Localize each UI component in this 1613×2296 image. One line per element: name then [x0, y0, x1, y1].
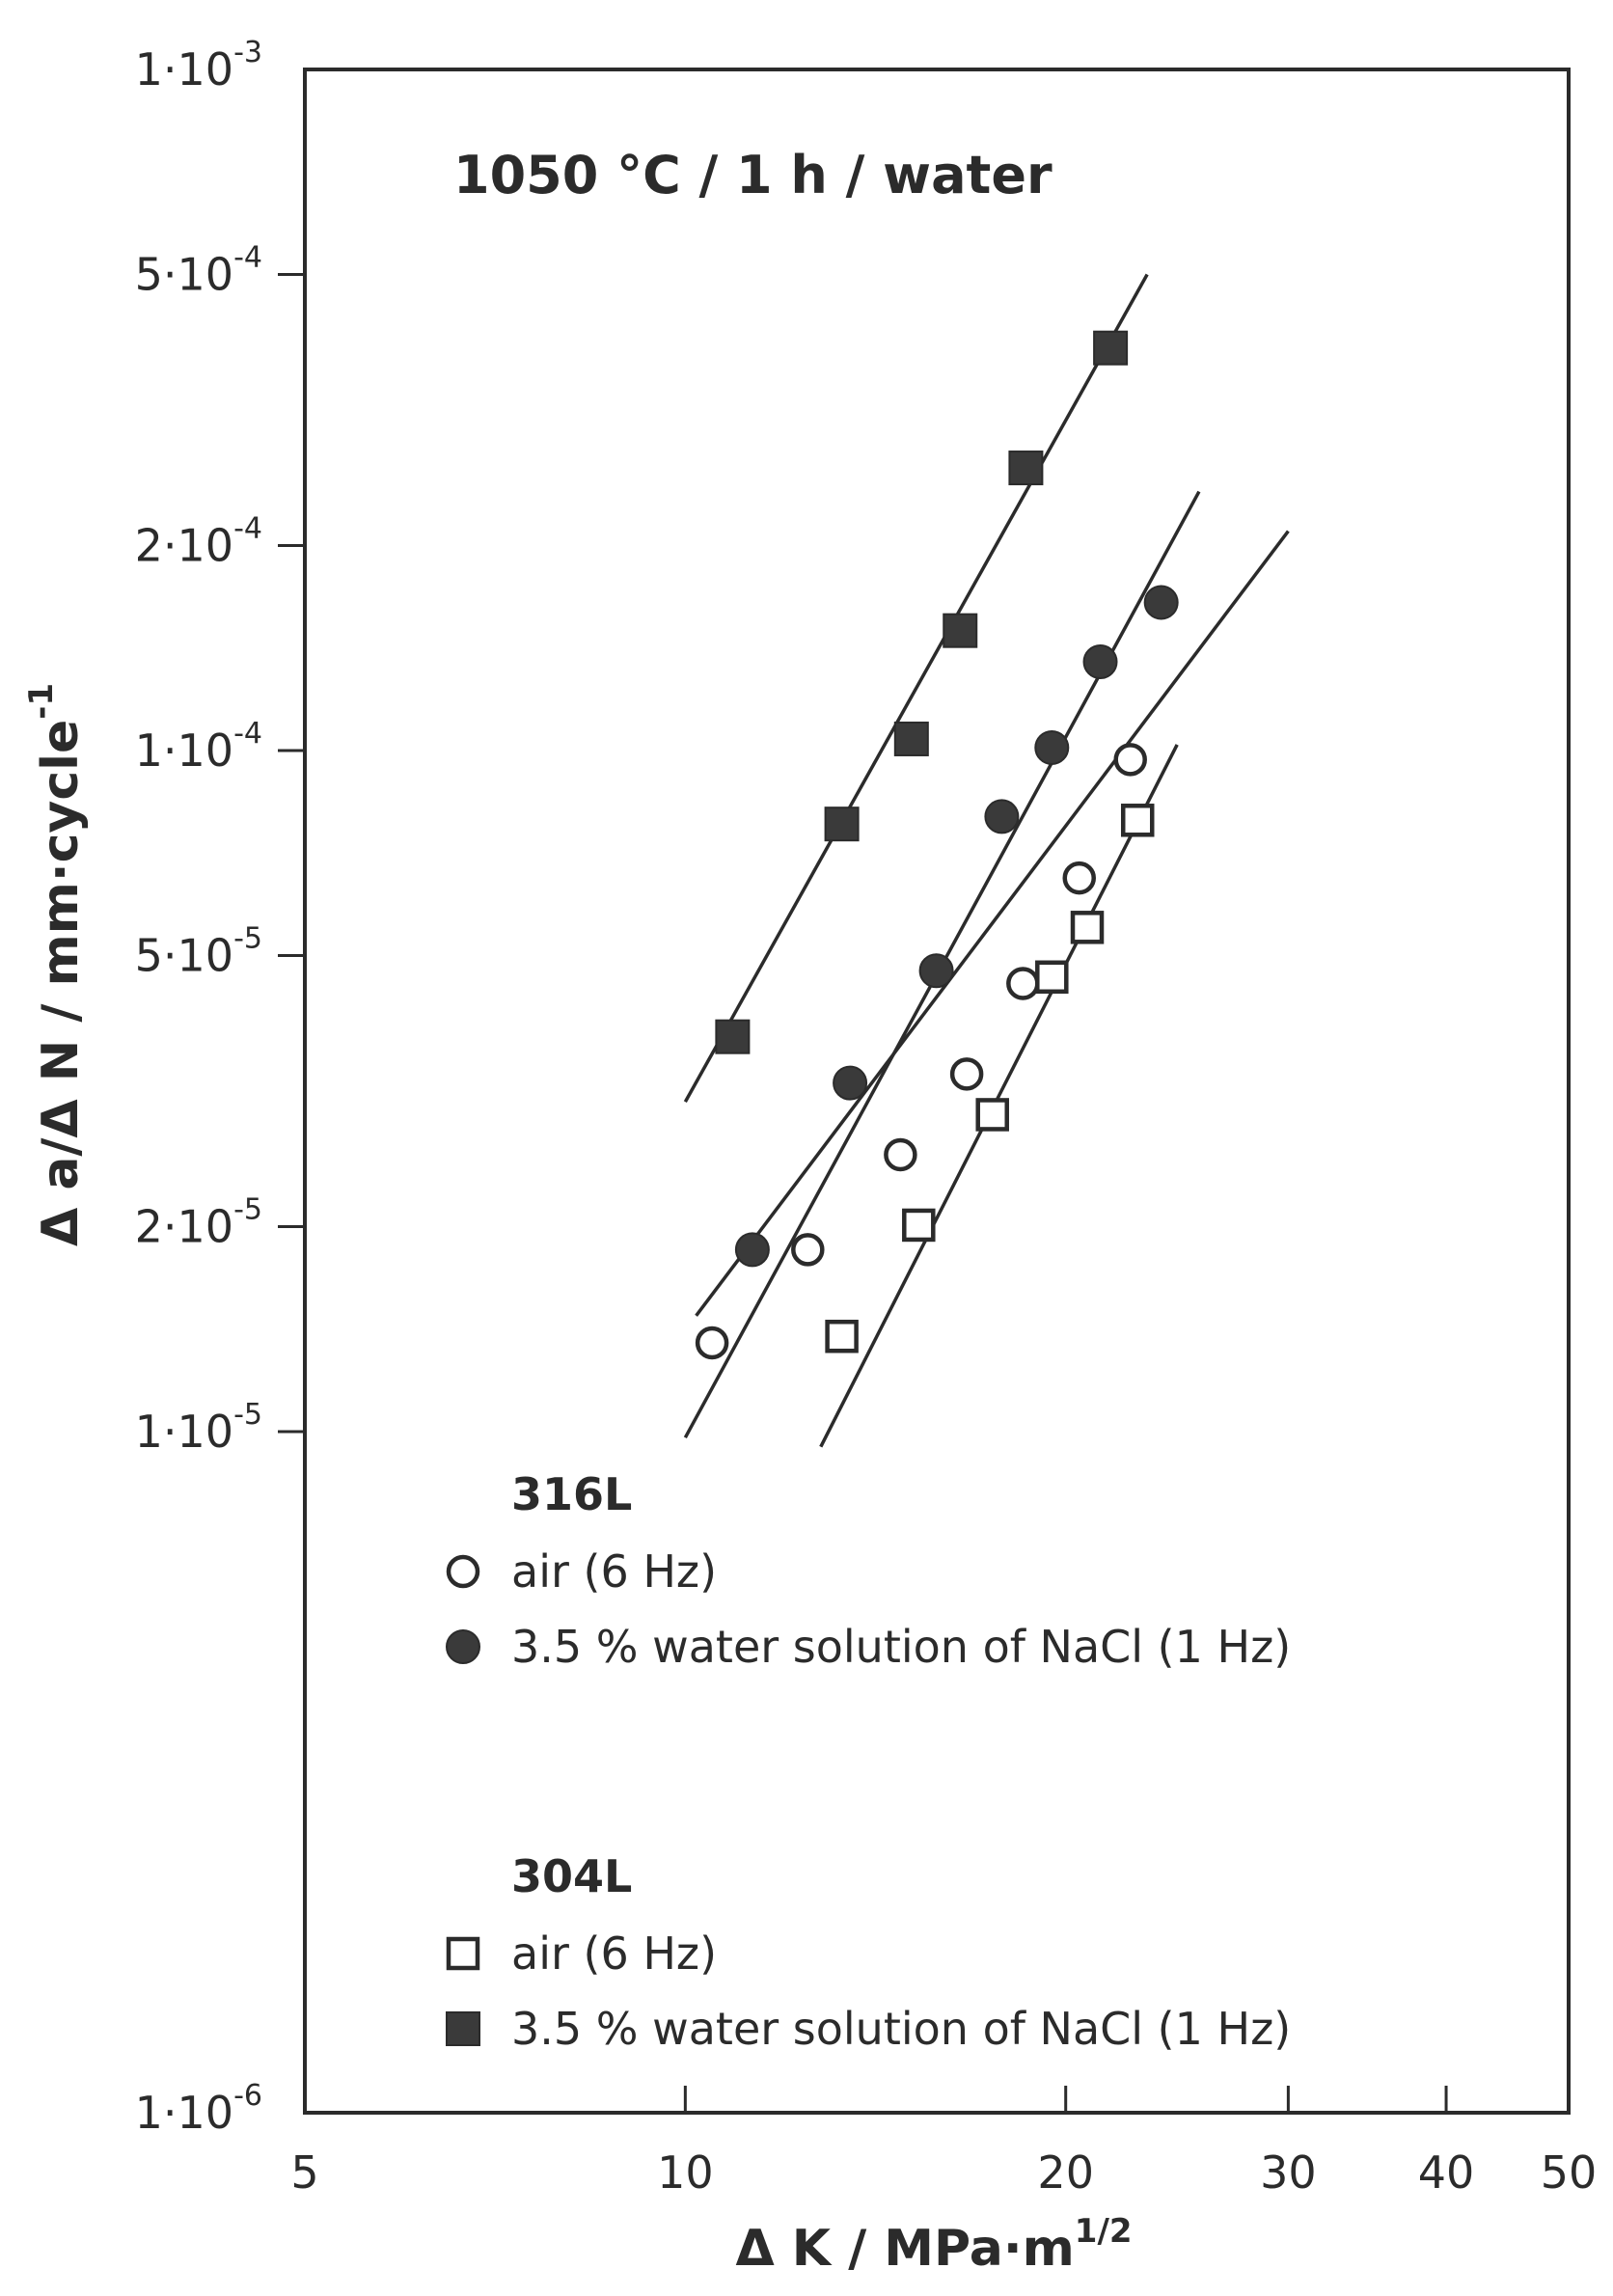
y-tick-label: 1·10-5	[135, 1398, 262, 1458]
data-point	[833, 1065, 868, 1101]
legend-symbol	[446, 1554, 480, 1589]
y-tick-label: 5·10-4	[135, 241, 262, 301]
data-point	[695, 1326, 729, 1360]
fit-line	[695, 530, 1290, 1317]
data-point	[1008, 451, 1044, 486]
legend-entry-label: 3.5 % water solution of NaCl (1 Hz)	[511, 2003, 1291, 2055]
legend-heading: 304L	[511, 1850, 632, 1902]
data-point	[1070, 911, 1105, 944]
data-point	[1093, 330, 1129, 366]
x-tick-label: 10	[657, 2146, 714, 2199]
data-point	[1062, 861, 1096, 895]
legend-entry-label: air (6 Hz)	[511, 1545, 717, 1598]
y-axis-title: Δ a/Δ N / mm·cycle-1	[22, 683, 90, 1246]
y-tick-label: 1·10-3	[135, 36, 262, 96]
data-point	[734, 1232, 770, 1268]
data-point	[902, 1208, 936, 1243]
legend-symbol	[446, 1936, 480, 1971]
data-point	[1113, 743, 1147, 777]
data-point	[791, 1233, 825, 1267]
x-tick-label: 50	[1541, 2146, 1598, 2199]
data-point	[984, 799, 1020, 834]
legend-entry-label: air (6 Hz)	[511, 1927, 717, 1980]
legend: 316L air (6 Hz) 3.5 % water solution of Na…	[446, 1468, 1291, 2055]
y-tick-label: 1·10-4	[135, 717, 262, 777]
y-axis-ticks: 1·10-6 1·10-5 2·10-5 5·10-5 1·10-4 2·10-4 5·10…	[135, 36, 305, 2139]
data-point	[824, 806, 860, 842]
data-markers	[695, 330, 1179, 1360]
legend-heading: 316L	[511, 1468, 632, 1520]
y-tick-label: 2·10-5	[135, 1192, 262, 1252]
data-point	[943, 613, 978, 648]
data-point	[1006, 967, 1040, 1000]
x-tick-label: 40	[1418, 2146, 1475, 2199]
x-tick-label: 20	[1037, 2146, 1094, 2199]
data-point	[1143, 585, 1179, 620]
annotation-text: 1050 °C / 1 h / water	[453, 145, 1053, 205]
x-axis-title: Δ K / MPa·m1/2	[735, 2212, 1132, 2278]
legend-entry-label: 3.5 % water solution of NaCl (1 Hz)	[511, 1621, 1291, 1673]
fit-line	[683, 273, 1149, 1103]
y-tick-label: 2·10-4	[135, 511, 262, 571]
plot-frame	[303, 68, 1571, 2115]
data-point	[825, 1319, 859, 1353]
legend-symbol	[446, 2011, 480, 2046]
fit-line	[819, 744, 1179, 1448]
data-point	[893, 721, 929, 756]
x-tick-label: 30	[1260, 2146, 1317, 2199]
data-point	[1034, 729, 1070, 765]
legend-symbol	[446, 1629, 480, 1664]
y-tick-label: 5·10-5	[135, 922, 262, 982]
fit-lines	[683, 273, 1290, 1448]
data-point	[1082, 643, 1118, 679]
data-point	[975, 1098, 1009, 1132]
data-point	[918, 953, 954, 989]
y-tick-label: 1·10-6	[135, 2079, 262, 2139]
data-point	[884, 1137, 917, 1172]
data-point	[1035, 960, 1069, 995]
data-point	[1120, 804, 1155, 837]
x-tick-label: 5	[290, 2146, 318, 2199]
x-axis-ticks: 5 10 20 30 40 50	[290, 2086, 1597, 2199]
data-point	[715, 1019, 751, 1054]
data-point	[949, 1057, 984, 1091]
